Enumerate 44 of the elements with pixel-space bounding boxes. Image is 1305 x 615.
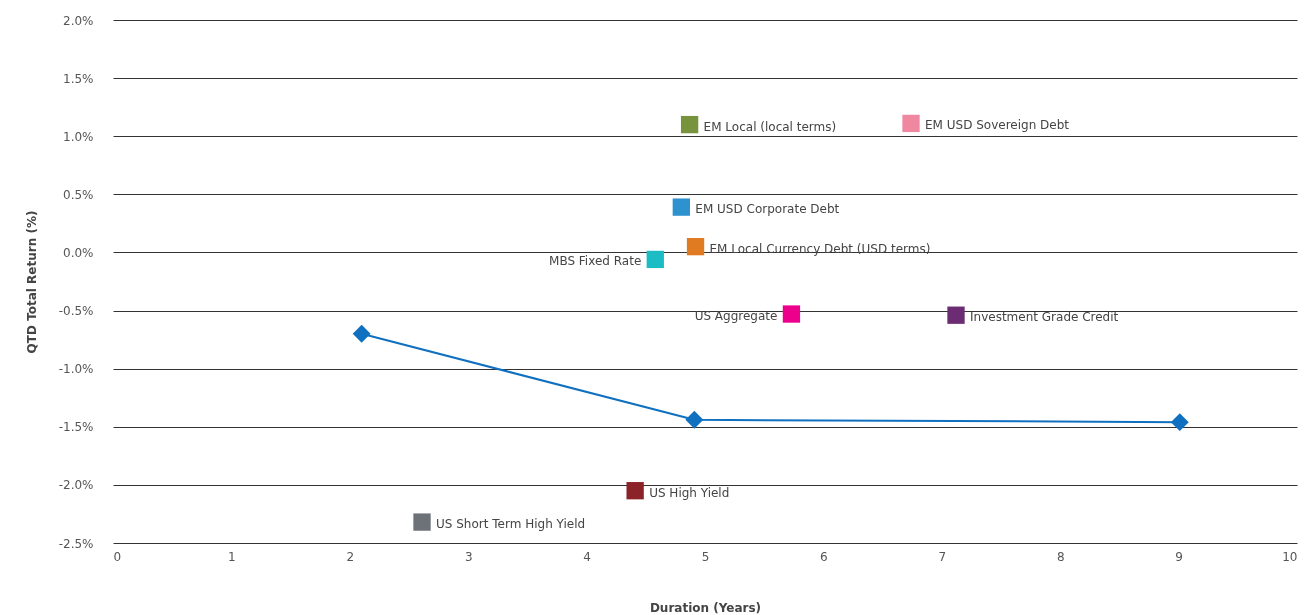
point [672,198,690,216]
y-tick-label: 1.0% [63,129,94,144]
x-tick-label: 4 [583,549,591,564]
x-tick-label: 8 [1056,549,1065,564]
point [947,306,965,324]
y-tick-label: 2.0% [63,13,94,28]
point [646,250,664,269]
point [413,513,431,531]
y-tick-label: 0.0% [63,245,94,260]
point [686,237,705,256]
y-tick-label: -1.5% [58,420,94,435]
series-label: Investment Grade Credit [970,310,1119,325]
series-label: EM USD Corporate Debt [695,202,840,217]
x-tick-label: 2 [346,549,355,564]
series-label: US Aggregate [694,309,778,324]
point [680,115,699,134]
point [352,324,371,343]
point [1170,413,1189,432]
point [902,114,920,133]
series-label: US Short Term High Yield [436,517,586,532]
y-tick-label: 1.5% [63,71,94,86]
series-label: EM USD Sovereign Debt [925,118,1070,133]
y-tick-label: -2.0% [58,478,94,493]
x-tick-label: 7 [938,549,947,564]
point [782,305,801,323]
x-tick-label: 0 [113,549,122,564]
y-tick-label: -1.0% [58,362,94,377]
point [685,410,704,429]
x-axis-title: Duration (Years) [649,600,762,615]
y-tick-label: -2.5% [58,536,94,551]
series-label: US High Yield [649,485,730,500]
x-tick-label: 9 [1175,549,1183,564]
series-label: MBS Fixed Rate [549,254,642,269]
x-tick-label: 3 [464,549,473,564]
x-tick-label: 5 [701,549,710,564]
x-tick-label: 10 [1282,549,1298,564]
series-label: EM Local Currency Debt (USD terms) [709,241,931,256]
y-tick-label: 0.5% [63,187,94,202]
y-axis-title: QTD Total Return (%) [24,210,39,354]
x-tick-label: 6 [820,549,828,564]
y-tick-label: -0.5% [58,304,94,319]
point [626,482,644,500]
series-label: EM Local (local terms) [703,119,837,134]
x-tick-label: 1 [228,549,236,564]
